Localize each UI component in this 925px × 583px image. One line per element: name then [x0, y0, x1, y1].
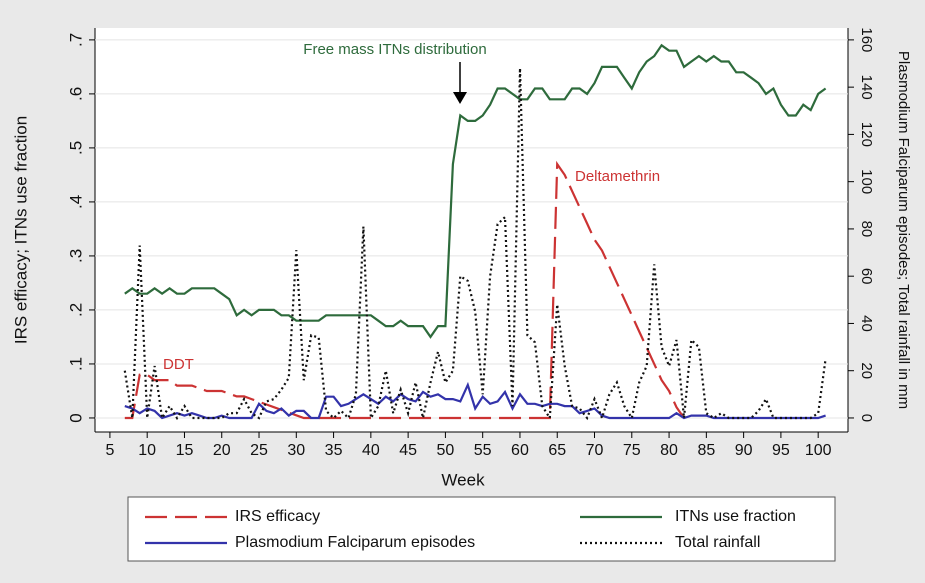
x-tick-label: 10 — [138, 442, 156, 459]
y2-tick-label: 20 — [858, 362, 875, 379]
x-tick-label: 35 — [325, 442, 343, 459]
x-tick-label: 55 — [474, 442, 492, 459]
y-tick-label: .1 — [66, 357, 85, 371]
x-tick-label: 20 — [213, 442, 231, 459]
series-line — [124, 381, 826, 420]
x-tick-label: 95 — [772, 442, 790, 459]
y2-tick-label: 160 — [858, 27, 875, 52]
x-tick-label: 65 — [548, 442, 566, 459]
x-tick-label: 30 — [287, 442, 305, 459]
y2-tick-label: 60 — [858, 268, 875, 285]
series-line — [124, 43, 827, 339]
x-tick-label: 5 — [105, 442, 114, 459]
y-tick-label: 0 — [66, 413, 85, 422]
x-tick-label: 15 — [176, 442, 194, 459]
x-tick-label: 70 — [586, 442, 604, 459]
legend-label: ITNs use fraction — [675, 508, 796, 525]
y-axis-label: IRS efficacy; ITNs use fraction — [11, 116, 30, 344]
y-tick-label: .2 — [66, 303, 85, 317]
series-line — [123, 68, 827, 422]
x-tick-label: 85 — [697, 442, 715, 459]
legend-label: IRS efficacy — [235, 508, 320, 525]
y-tick-label: .5 — [66, 141, 85, 155]
x-tick-label: 90 — [735, 442, 753, 459]
annotation: Deltamethrin — [575, 168, 660, 185]
y2-tick-label: 100 — [858, 169, 875, 194]
annotation: Free mass ITNs distribution — [303, 41, 486, 58]
x-tick-label: 100 — [805, 442, 832, 459]
y-tick-label: .4 — [66, 195, 85, 209]
y-tick-label: .7 — [66, 33, 85, 47]
x-tick-label: 60 — [511, 442, 529, 459]
y2-tick-label: 80 — [858, 221, 875, 238]
x-tick-label: 45 — [399, 442, 417, 459]
annotation-arrowhead — [453, 92, 467, 104]
y2-tick-label: 120 — [858, 122, 875, 147]
y2-tick-label: 40 — [858, 315, 875, 332]
x-axis-label: Week — [441, 470, 485, 489]
y-tick-label: .3 — [66, 249, 85, 263]
y-tick-label: .6 — [66, 87, 85, 101]
y2-axis-label: Plasmodium Falciparum episodes; Total ra… — [895, 51, 912, 409]
y2-tick-label: 140 — [858, 75, 875, 100]
legend — [127, 496, 836, 562]
legend-label: Plasmodium Falciparum episodes — [235, 534, 475, 551]
x-tick-label: 25 — [250, 442, 268, 459]
y2-tick-label: 0 — [858, 414, 875, 422]
x-tick-label: 40 — [362, 442, 380, 459]
series-line — [124, 160, 685, 420]
x-tick-label: 50 — [437, 442, 455, 459]
annotation: DDT — [163, 356, 194, 373]
x-tick-label: 75 — [623, 442, 641, 459]
legend-label: Total rainfall — [675, 534, 760, 551]
x-tick-label: 80 — [660, 442, 678, 459]
plot-area — [95, 28, 848, 432]
